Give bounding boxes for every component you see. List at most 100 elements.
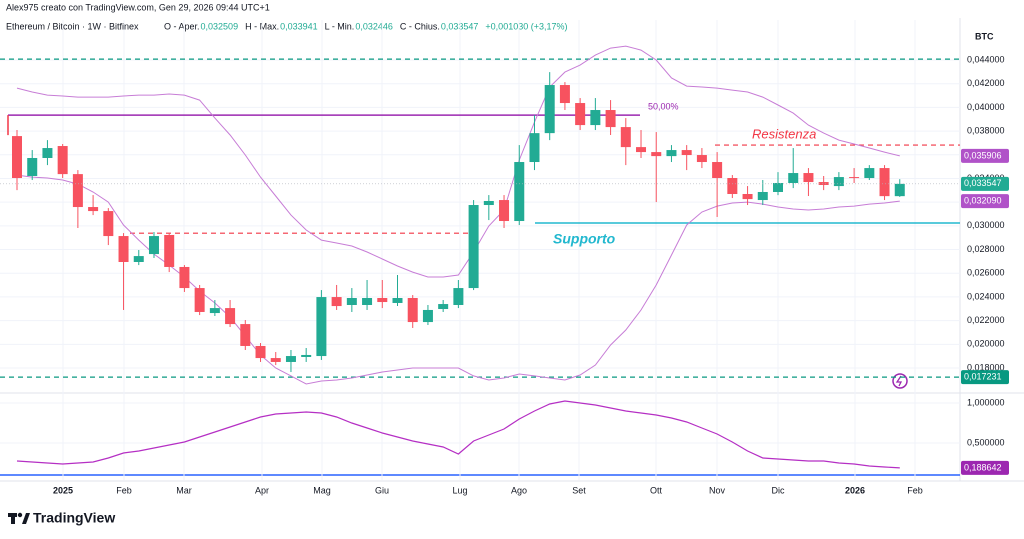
x-tick-label: Apr	[255, 485, 269, 495]
bollinger-band	[16, 174, 900, 385]
price-tag	[961, 176, 1009, 191]
price-tag	[961, 194, 1009, 209]
candle-body	[894, 183, 905, 197]
x-tick-label: Nov	[709, 485, 726, 495]
candle-body	[133, 256, 144, 262]
y-tick-label: 0,042000	[967, 78, 1005, 88]
x-tick-label: Lug	[452, 485, 467, 495]
price-tag-label: 0,035906	[964, 150, 1002, 160]
logo-mark	[11, 513, 15, 524]
candle-body	[392, 298, 403, 303]
candle-body	[681, 150, 692, 156]
alert-icon[interactable]	[892, 373, 908, 389]
candle-body	[377, 298, 388, 303]
candle-body	[605, 110, 616, 128]
y-tick-label: 0,038000	[967, 125, 1005, 135]
logo-mark	[17, 512, 23, 518]
candle-body	[209, 308, 220, 314]
candle-body	[194, 288, 205, 312]
level-label: Resistenza	[752, 127, 816, 142]
candle-body	[103, 211, 114, 237]
credit: Alex975 creato con TradingView.com, Gen …	[6, 2, 270, 12]
candle-body	[620, 127, 631, 148]
price-tag-label: 0,033547	[964, 178, 1002, 188]
candle-body	[468, 205, 479, 289]
y-tick-label: 0,030000	[967, 220, 1005, 230]
x-tick-label: Feb	[116, 485, 132, 495]
legend-value: 0,032446	[355, 21, 393, 31]
level-label: 50,00%	[648, 101, 679, 111]
candle-body	[179, 266, 190, 289]
x-tick-label: Ott	[650, 485, 663, 495]
candle-body	[514, 162, 525, 222]
level-label: Supporto	[553, 231, 616, 247]
legend-label: O - Aper.	[164, 21, 200, 31]
candle-body	[42, 148, 53, 158]
bollinger-band	[16, 45, 900, 278]
candle-body	[879, 168, 890, 197]
candle-body	[422, 309, 433, 323]
candle-body	[803, 173, 814, 183]
candle-body	[270, 358, 281, 362]
y-tick-label: 0,028000	[967, 244, 1005, 254]
legend-label: L - Min.	[325, 21, 355, 31]
y-tick-label: 0,024000	[967, 291, 1005, 301]
candle-body	[788, 173, 799, 183]
candle-body	[148, 236, 159, 255]
logo: TradingView	[8, 510, 115, 526]
candle-body	[651, 152, 662, 157]
candle-body	[483, 200, 494, 206]
candle-body	[636, 147, 647, 153]
chart-title: Ethereum / Bitcoin · 1W · Bitfinex	[6, 21, 139, 31]
x-tick-label: Dic	[772, 485, 785, 495]
candle-body	[864, 168, 875, 179]
candle-body	[773, 182, 783, 192]
candle-body	[438, 304, 449, 310]
y-tick-label: 0,040000	[967, 102, 1005, 112]
candle-body	[346, 298, 357, 305]
indicator-line	[16, 400, 900, 469]
candle-body	[833, 177, 844, 187]
candle-body	[164, 234, 175, 267]
candle-body	[590, 110, 601, 126]
candle-body	[331, 297, 342, 307]
x-tick-label: Mag	[313, 485, 331, 495]
price-tag	[961, 460, 1009, 475]
y-tick-label: 0,022000	[967, 315, 1005, 325]
y-tick-label: 1,000000	[967, 397, 1005, 407]
candle-body	[118, 236, 129, 262]
candle-body	[575, 103, 586, 126]
candle-body	[316, 297, 327, 357]
legend-value: 0,032509	[201, 21, 239, 31]
candle-body	[27, 157, 38, 176]
x-tick-label: Giu	[375, 485, 389, 495]
y-tick-label: 0,044000	[967, 54, 1005, 64]
candle-body	[696, 155, 707, 163]
logo-mark	[22, 513, 30, 524]
y-tick-label: 0,500000	[967, 437, 1005, 447]
candle-body	[849, 177, 860, 179]
candle-body	[453, 288, 464, 305]
x-tick-label: Mar	[176, 485, 192, 495]
candle-body	[57, 146, 68, 175]
y-tick-label: 0,018000	[967, 362, 1005, 372]
candle-body	[12, 136, 22, 179]
candle-body	[727, 178, 738, 195]
candle-body	[559, 85, 570, 104]
legend-value: 0,033941	[280, 21, 318, 31]
candle-body	[285, 356, 296, 362]
candle-body	[255, 345, 266, 359]
candle-body	[301, 354, 312, 357]
price-tag-label: 0,017231	[964, 371, 1002, 381]
y-tick-label: 0,020000	[967, 339, 1005, 349]
candle-body	[818, 182, 829, 186]
unit-label: BTC	[975, 31, 994, 41]
price-tag-label: 0,032090	[964, 195, 1002, 205]
candle-body	[240, 324, 251, 346]
candle-body	[88, 207, 99, 212]
legend-label: C - Chius.	[400, 21, 440, 31]
candle-body	[529, 133, 540, 163]
candle-body	[757, 191, 768, 201]
price-tag	[961, 370, 1009, 385]
